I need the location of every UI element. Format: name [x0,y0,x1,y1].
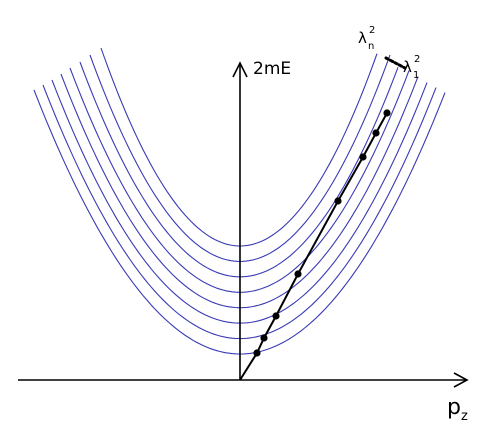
lambda-1-symbol: λ [403,58,412,76]
x-axis-label-main: p [447,395,461,420]
marked-point-5 [334,197,341,204]
marked-point-8 [383,109,390,116]
lambda-1-superscript: 2 [414,54,420,65]
y-axis-label: 2mE [253,59,291,79]
x-axis-label-subscript: z [461,409,468,424]
marked-point-6 [359,153,366,160]
lambda-n-symbol: λ [358,29,367,47]
parabola-1 [101,48,377,246]
marked-point-4 [294,270,301,277]
marked-point-3 [272,312,279,319]
marked-point-2 [260,334,267,341]
parabola-3 [80,62,398,277]
lambda-n-superscript: 2 [369,25,375,36]
lambda-1-subscript: 1 [413,70,419,81]
x-axis-label: pz [447,395,468,424]
lambda-n-subscript: n [368,41,374,52]
marked-point-1 [253,349,260,356]
marked-point-7 [372,129,379,136]
